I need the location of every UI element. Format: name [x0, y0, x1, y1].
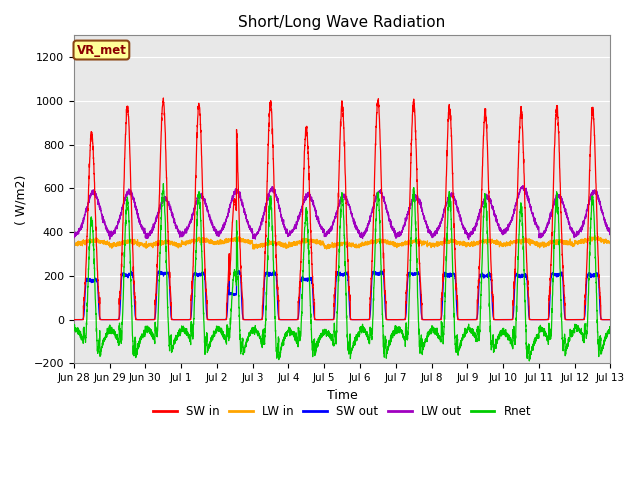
Legend: SW in, LW in, SW out, LW out, Rnet: SW in, LW in, SW out, LW out, Rnet	[148, 401, 536, 423]
Y-axis label: ( W/m2): ( W/m2)	[15, 174, 28, 225]
Text: VR_met: VR_met	[76, 44, 126, 57]
Title: Short/Long Wave Radiation: Short/Long Wave Radiation	[239, 15, 445, 30]
X-axis label: Time: Time	[327, 389, 358, 402]
